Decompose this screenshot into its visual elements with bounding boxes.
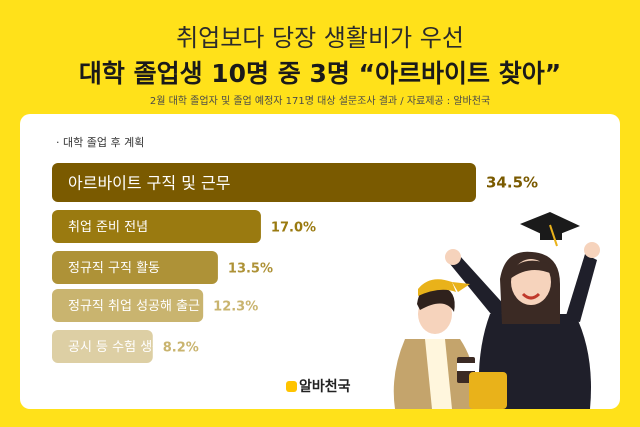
bar-3: [52, 251, 218, 284]
title-line-2: 대학 졸업생 10명 중 3명 “아르바이트 찾아”: [78, 59, 562, 88]
brand-logo: 알바천국: [286, 376, 351, 396]
title-line-1: 취업보다 당장 생활비가 우선: [176, 24, 464, 52]
bar-chart: 아르바이트 구직 및 근무 34.5% 취업 준비 전념 17.0% 정규직 구직 활동…: [52, 163, 600, 409]
value-label-1: 34.5%: [486, 174, 538, 192]
category-label-2: 취업 준비 전념: [68, 220, 148, 235]
chart-title: · 대학 졸업 후 계획: [56, 136, 145, 149]
bar-4: [52, 289, 204, 322]
bar-2: [52, 210, 261, 243]
value-label-2: 17.0%: [271, 221, 316, 236]
value-label-5: 8.2%: [163, 341, 199, 356]
category-label-5: 공시 등 수험 생활: [68, 340, 164, 355]
category-label-4: 정규직 취업 성공해 출근 중(예정): [68, 299, 250, 314]
survey-subtitle: 2월 대학 졸업자 및 졸업 예정자 171명 대상 설문조사 결과 / 자료제…: [149, 96, 491, 107]
category-label-1: 아르바이트 구직 및 근무: [68, 173, 230, 192]
graduate-illustration: [393, 212, 600, 409]
value-label-3: 13.5%: [228, 262, 273, 277]
chart-card: · 대학 졸업 후 계획: [20, 114, 620, 409]
category-label-3: 정규직 구직 활동: [68, 261, 160, 276]
bar-1: [52, 163, 476, 202]
value-label-4: 12.3%: [213, 300, 258, 315]
logo-mark-icon: [286, 380, 297, 392]
logo-text: 알바천국: [299, 379, 351, 395]
bar-5: [52, 330, 153, 363]
